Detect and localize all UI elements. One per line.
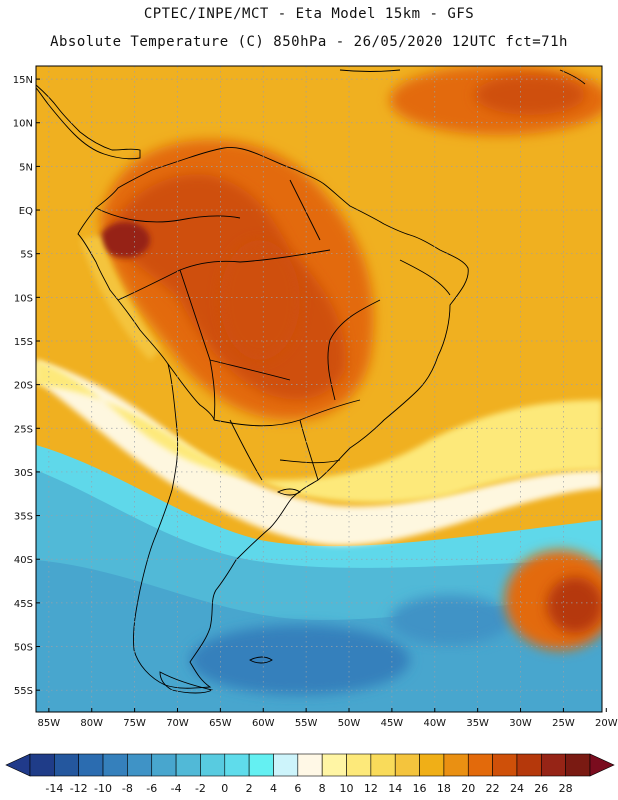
colorbar-label: 10 (340, 782, 354, 795)
lat-tick-label: 35S (14, 512, 33, 523)
lat-tick-label: 40S (14, 555, 33, 566)
colorbar-label: 14 (388, 782, 402, 795)
colorbar-swatch (151, 753, 177, 777)
colorbar-label: -4 (171, 782, 182, 795)
colorbar-swatch (273, 753, 299, 777)
colorbar-label: -8 (122, 782, 133, 795)
colorbar-swatch (248, 753, 274, 777)
longitude-axis: 85W 80W 75W 70W 65W 60W 55W 50W 45W 40W 35W 30W 25W 2… (38, 708, 618, 729)
colorbar-label: -12 (70, 782, 88, 795)
colorbar-label: 22 (486, 782, 500, 795)
lat-tick-label: 5N (19, 162, 33, 173)
colorbar-swatch (321, 753, 347, 777)
lat-tick-label: 25S (14, 424, 33, 435)
colorbar-swatch (346, 753, 372, 777)
colorbar-label: 24 (510, 782, 524, 795)
colorbar-label: 26 (534, 782, 548, 795)
colorbar-label: -2 (195, 782, 206, 795)
colorbar-label: 2 (246, 782, 253, 795)
temperature-field (36, 66, 602, 712)
lon-tick-label: 20W (595, 718, 618, 729)
colorbar-label: 8 (319, 782, 326, 795)
colorbar-label: 28 (559, 782, 573, 795)
lat-tick-label: 5S (20, 250, 33, 261)
lat-tick-label: 20S (14, 381, 33, 392)
lon-tick-label: 80W (80, 718, 103, 729)
lat-tick-label: 15N (13, 75, 33, 86)
colorbar-swatch (370, 753, 396, 777)
colorbar-swatch (492, 753, 518, 777)
latitude-axis: 15N 10N 5N EQ 5S 10S 15S 20S 25S 30S 35S 40S 45S 50S 5… (13, 75, 40, 697)
colorbar-swatch (467, 753, 493, 777)
lon-tick-label: 45W (381, 718, 404, 729)
colorbar-swatch (78, 753, 104, 777)
colorbar-swatch (443, 753, 469, 777)
lon-tick-label: 30W (509, 718, 532, 729)
title-line-1: CPTEC/INPE/MCT - Eta Model 15km - GFS (143, 6, 475, 22)
colorbar-over-arrow (589, 753, 615, 777)
map-frame (35, 65, 603, 713)
south-america-coastline (77, 147, 469, 689)
lon-tick-label: 25W (552, 718, 575, 729)
colorbar-swatch (224, 753, 250, 777)
colorbar: -14 -12 -10 -8 -6 -4 -2 0 2 4 6 8 10 12 14 16 18 20 22 24 26… (5, 753, 615, 795)
colorbar-label: -14 (45, 782, 63, 795)
colorbar-label: 4 (270, 782, 277, 795)
colorbar-swatch (541, 753, 566, 777)
lat-tick-label: 10S (14, 293, 33, 304)
lon-tick-label: 35W (466, 718, 489, 729)
colorbar-swatch (394, 753, 420, 777)
colorbar-swatch (29, 753, 55, 777)
colorbar-swatch (127, 753, 153, 777)
colorbar-swatch (102, 753, 128, 777)
colorbar-swatch (297, 753, 323, 777)
title-line-2: Absolute Temperature (C) 850hPa - 26/05/… (50, 34, 568, 50)
lon-tick-label: 55W (295, 718, 318, 729)
colorbar-swatch (516, 753, 542, 777)
colorbar-label: 16 (413, 782, 427, 795)
lon-tick-label: 40W (423, 718, 446, 729)
colorbar-swatch (200, 753, 226, 777)
lon-tick-label: 85W (38, 718, 61, 729)
colorbar-label: -6 (146, 782, 157, 795)
lon-tick-label: 75W (123, 718, 146, 729)
colorbar-label: 20 (461, 782, 475, 795)
lon-tick-label: 65W (209, 718, 232, 729)
lat-tick-label: 50S (14, 643, 33, 654)
colorbar-swatch (175, 753, 201, 777)
lat-tick-label: 15S (14, 337, 33, 348)
colorbar-label: 0 (221, 782, 228, 795)
land-outlines (36, 69, 586, 694)
colorbar-label: -10 (94, 782, 112, 795)
lat-tick-label: 45S (14, 599, 33, 610)
lon-tick-label: 70W (166, 718, 189, 729)
colorbar-swatch (54, 753, 79, 777)
colorbar-swatch (565, 753, 591, 777)
lat-tick-label: 55S (14, 686, 33, 697)
lat-tick-label: EQ (19, 206, 33, 217)
colorbar-under-arrow (5, 753, 31, 777)
lon-tick-label: 60W (252, 718, 275, 729)
central-america-coastline (36, 84, 141, 160)
colorbar-label: 12 (364, 782, 378, 795)
colorbar-swatch (419, 753, 445, 777)
colorbar-label: 18 (437, 782, 451, 795)
colorbar-label: 6 (294, 782, 301, 795)
lat-tick-label: 10N (13, 119, 33, 130)
lat-tick-label: 30S (14, 468, 33, 479)
lon-tick-label: 50W (338, 718, 361, 729)
